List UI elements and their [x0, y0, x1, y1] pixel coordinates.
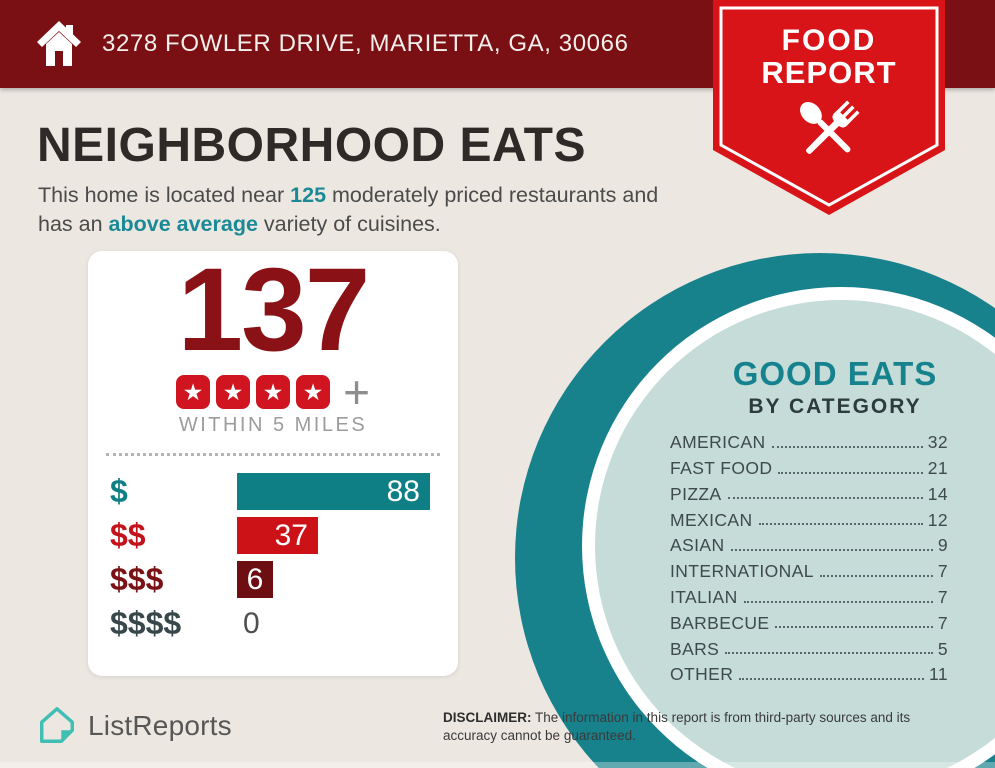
price-bar-row: $$$ 6 [110, 561, 439, 598]
dotted-divider [106, 453, 440, 456]
price-tier-label: $$$$ [110, 605, 182, 641]
restaurant-count-highlight: 125 [290, 183, 327, 207]
category-label: FAST FOOD [670, 458, 773, 479]
category-value: 14 [927, 483, 948, 504]
category-value: 21 [927, 458, 948, 479]
category-label: INTERNATIONAL [670, 561, 814, 582]
category-row: INTERNATIONAL 7 [670, 557, 948, 583]
price-bar-row: $$ 37 [110, 517, 439, 554]
category-label: BARBECUE [670, 612, 770, 633]
restaurant-count: 137 [177, 244, 371, 376]
badge-title: FOOD REPORT [761, 24, 897, 90]
category-row: PIZZA 14 [670, 480, 948, 506]
stats-card: 137 ★ ★ ★ ★ + WITHIN 5 MILES $88 $$ 37 $$$ 6 $$$… [88, 251, 458, 676]
category-label: PIZZA [670, 483, 722, 504]
category-value: 11 [929, 664, 948, 685]
good-eats-subtitle: BY CATEGORY [748, 394, 922, 418]
dotted-leader [819, 574, 933, 577]
bar-track: 0 [237, 605, 439, 642]
price-bar-row: $$$$ 0 [110, 605, 439, 642]
yelp-star-icon: ★ [216, 375, 251, 409]
category-row: FAST FOOD 21 [670, 454, 948, 480]
page-title: NEIGHBORHOOD EATS [37, 119, 586, 172]
stars-row: ★ ★ ★ ★ + [88, 366, 458, 418]
category-label: ASIAN [670, 535, 725, 556]
bar-track: 6 [237, 561, 439, 598]
star-tiles: ★ ★ ★ ★ [176, 375, 331, 409]
intro-part3: variety of cuisines. [257, 211, 441, 236]
dotted-leader [758, 523, 923, 526]
category-value: 12 [927, 509, 948, 530]
category-value: 5 [937, 638, 948, 659]
bar-fill: 37 [237, 517, 318, 554]
category-row: ITALIAN 7 [670, 583, 948, 609]
good-eats-title: GOOD EATS [732, 355, 938, 392]
category-value: 9 [937, 535, 948, 556]
category-value: 32 [927, 432, 948, 453]
intro-text: This home is located near 125 moderately… [38, 181, 686, 238]
category-row: BARBECUE 7 [670, 609, 948, 635]
category-row: OTHER 11 [670, 660, 948, 686]
dotted-leader [771, 445, 923, 448]
dotted-leader [727, 497, 923, 500]
intro-part2: moderately priced restaurants and has an [38, 183, 659, 236]
home-icon [37, 21, 81, 66]
bar-value: 88 [386, 474, 420, 508]
category-value: 7 [937, 561, 948, 582]
dotted-leader [730, 548, 933, 551]
intro-part1: This home is located near [38, 183, 291, 207]
bar-value: 6 [246, 562, 264, 596]
disclaimer-label: DISCLAIMER: [443, 710, 532, 725]
crossed-spoon-fork-icon [800, 100, 860, 154]
category-value: 7 [937, 587, 948, 608]
bar-value: 0 [243, 607, 260, 640]
plus-sign: + [343, 366, 370, 418]
listreports-house-icon [40, 707, 74, 743]
category-label: BARS [670, 638, 720, 659]
category-row: ASIAN 9 [670, 531, 948, 557]
food-report-badge: FOOD REPORT [713, 0, 945, 215]
category-list: AMERICAN 32 FAST FOOD 21 PIZZA 14 MEXICAN 12 ASI… [670, 428, 948, 686]
radius-label: WITHIN 5 MILES [178, 414, 368, 436]
category-label: AMERICAN [670, 432, 766, 453]
price-tier-label: $ [110, 473, 128, 509]
dotted-leader [739, 677, 925, 680]
bar-track: 37 [237, 517, 439, 554]
category-value: 7 [937, 612, 948, 633]
bar-fill: 88 [237, 473, 430, 510]
listreports-wordmark: ListReports [88, 710, 232, 741]
bar-track: 88 [237, 473, 439, 510]
yelp-star-icon: ★ [256, 375, 291, 409]
bar-value: 37 [274, 518, 308, 552]
dotted-leader [743, 600, 933, 603]
property-address: 3278 FOWLER DRIVE, MARIETTA, GA, 30066 [102, 30, 629, 57]
category-label: MEXICAN [670, 509, 753, 530]
price-tier-label: $$ [110, 517, 146, 553]
bottom-edge-strip [0, 762, 995, 768]
price-bar-chart: $88 $$ 37 $$$ 6 $$$$ 0 [110, 473, 439, 649]
price-bar-row: $88 [110, 473, 439, 510]
category-label: ITALIAN [670, 587, 738, 608]
variety-highlight: above average [108, 211, 258, 236]
category-row: MEXICAN 12 [670, 505, 948, 531]
good-eats-circle-background [595, 300, 995, 768]
disclaimer-text: The information in this report is from t… [443, 710, 911, 743]
dotted-leader [778, 471, 923, 474]
price-tier-label: $$$ [110, 561, 164, 597]
yelp-star-icon: ★ [296, 375, 331, 409]
yelp-star-icon: ★ [176, 375, 211, 409]
good-eats-heading: GOOD EATS BY CATEGORY [655, 355, 995, 419]
dotted-leader [725, 652, 933, 655]
bar-fill: 6 [237, 561, 273, 598]
listreports-logo: ListReports [36, 705, 232, 747]
category-row: BARS 5 [670, 634, 948, 660]
category-label: OTHER [670, 664, 734, 685]
category-row: AMERICAN 32 [670, 428, 948, 454]
disclaimer: DISCLAIMER: The information in this repo… [443, 709, 961, 745]
dotted-leader [775, 626, 933, 629]
badge-pennant-shape [713, 0, 945, 215]
